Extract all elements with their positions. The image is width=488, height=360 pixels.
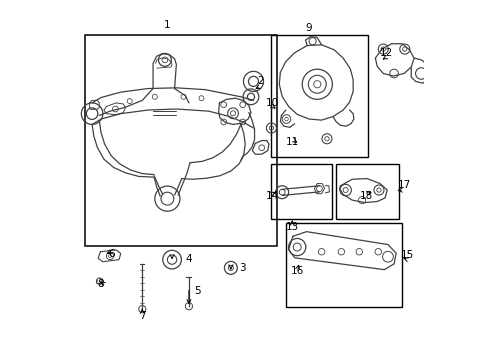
Text: 3: 3 — [239, 263, 245, 273]
Text: 6: 6 — [108, 248, 115, 258]
Text: 7: 7 — [139, 311, 145, 321]
Text: 10: 10 — [265, 98, 279, 108]
Bar — [285, 223, 402, 307]
Bar — [271, 35, 367, 157]
Text: 12: 12 — [379, 48, 392, 58]
Text: 15: 15 — [400, 250, 413, 260]
Text: 9: 9 — [305, 23, 312, 33]
Text: 8: 8 — [98, 279, 104, 289]
Text: 14: 14 — [265, 191, 279, 201]
Text: 17: 17 — [397, 180, 410, 190]
Text: 4: 4 — [185, 254, 192, 264]
Bar — [271, 164, 332, 220]
Text: 18: 18 — [359, 191, 372, 201]
Text: 1: 1 — [164, 20, 170, 30]
Bar — [85, 35, 276, 246]
Text: 5: 5 — [194, 286, 201, 296]
Bar — [335, 164, 398, 220]
Text: 2: 2 — [257, 76, 264, 86]
Text: 13: 13 — [285, 222, 298, 231]
Text: 16: 16 — [290, 266, 304, 276]
Text: 11: 11 — [285, 138, 299, 147]
